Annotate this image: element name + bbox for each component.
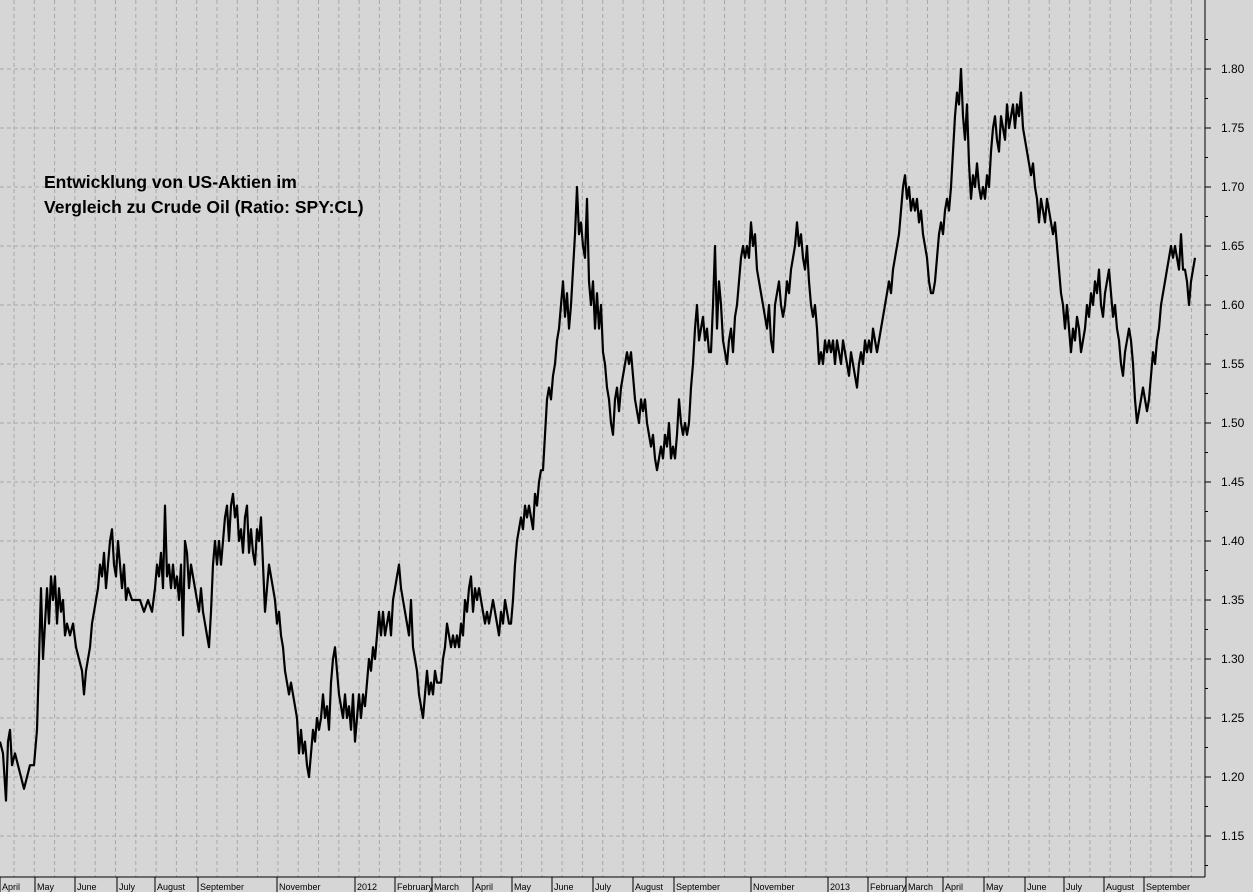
series-line xyxy=(0,67,1197,802)
x-tick-label: June xyxy=(554,882,574,892)
x-tick-label: May xyxy=(986,882,1004,892)
x-tick-label: 2013 xyxy=(830,882,850,892)
y-tick-label: 1.65 xyxy=(1221,239,1245,253)
x-tick-label: July xyxy=(1066,882,1083,892)
x-tick-label: September xyxy=(676,882,720,892)
x-tick-label: 2012 xyxy=(357,882,377,892)
x-tick-label: May xyxy=(37,882,55,892)
chart-title-line-2: Vergleich zu Crude Oil (Ratio: SPY:CL) xyxy=(44,197,364,217)
x-tick-label: June xyxy=(1027,882,1047,892)
chart-title: Entwicklung von US-Aktien im Vergleich z… xyxy=(44,170,364,220)
x-tick-label: July xyxy=(119,882,136,892)
y-tick-label: 1.70 xyxy=(1221,180,1245,194)
x-tick-label: May xyxy=(514,882,532,892)
chart-title-line-1: Entwicklung von US-Aktien im xyxy=(44,172,297,192)
x-tick-label: February xyxy=(870,882,907,892)
x-tick-label: April xyxy=(945,882,963,892)
x-tick-label: August xyxy=(635,882,664,892)
y-tick-label: 1.50 xyxy=(1221,416,1245,430)
y-tick-label: 1.75 xyxy=(1221,121,1245,135)
axes xyxy=(0,0,1211,892)
x-tick-label: July xyxy=(595,882,612,892)
y-tick-label: 1.35 xyxy=(1221,593,1245,607)
y-tick-label: 1.40 xyxy=(1221,534,1245,548)
y-tick-label: 1.25 xyxy=(1221,711,1245,725)
x-tick-label: September xyxy=(1146,882,1190,892)
x-tick-label: August xyxy=(1106,882,1135,892)
y-tick-label: 1.60 xyxy=(1221,298,1245,312)
x-tick-label: November xyxy=(279,882,321,892)
x-tick-label: April xyxy=(2,882,20,892)
x-tick-label: November xyxy=(753,882,795,892)
x-tick-label: March xyxy=(434,882,459,892)
x-tick-label: April xyxy=(475,882,493,892)
y-tick-label: 1.15 xyxy=(1221,829,1245,843)
y-tick-label: 1.45 xyxy=(1221,475,1245,489)
y-tick-label: 1.30 xyxy=(1221,652,1245,666)
x-axis-labels: April May June July August September November 2… xyxy=(2,882,1190,892)
y-tick-label: 1.20 xyxy=(1221,770,1245,784)
x-tick-label: September xyxy=(200,882,244,892)
y-axis-labels: 1.15 1.20 1.25 1.30 1.35 1.40 1.45 1.50 1.55 1.60… xyxy=(1221,62,1245,843)
x-tick-label: February xyxy=(397,882,434,892)
y-tick-label: 1.55 xyxy=(1221,357,1245,371)
y-tick-label: 1.80 xyxy=(1221,62,1245,76)
x-tick-label: March xyxy=(908,882,933,892)
x-tick-label: June xyxy=(77,882,97,892)
x-tick-label: August xyxy=(157,882,186,892)
grid-lines xyxy=(0,0,1205,877)
